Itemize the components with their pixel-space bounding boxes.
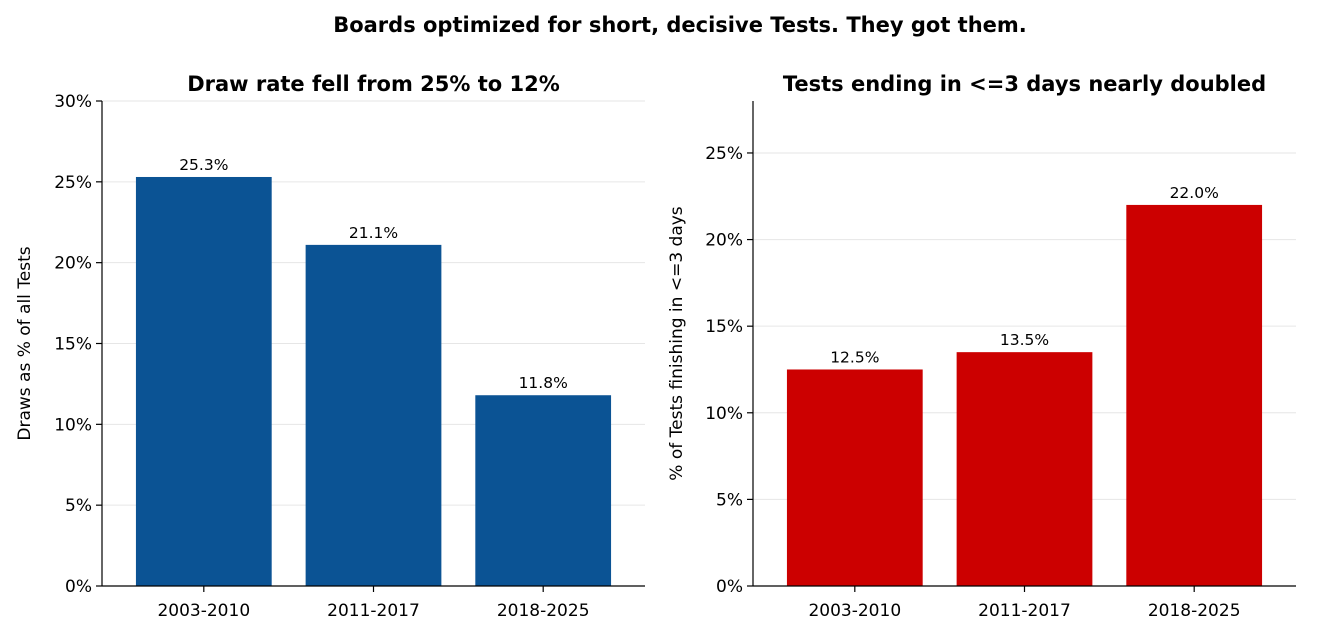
y-tick-label: 25% (54, 173, 92, 193)
x-tick-label: 2018-2025 (1148, 601, 1241, 621)
data-label: 22.0% (1170, 184, 1219, 202)
y-tick-label: 30% (54, 92, 92, 112)
y-tick-label: 5% (65, 496, 92, 516)
x-tick-label: 2003-2010 (808, 601, 901, 621)
y-tick-label: 15% (54, 335, 92, 355)
y-tick-label: 20% (705, 231, 743, 251)
data-label: 11.8% (519, 374, 568, 392)
bar-2011-2017 (956, 352, 1093, 586)
chart-title: Tests ending in <=3 days nearly doubled (783, 72, 1266, 96)
x-tick-label: 2011-2017 (978, 601, 1071, 621)
data-label: 25.3% (179, 156, 228, 174)
bar-2018-2025 (1126, 204, 1263, 586)
y-tick-label: 20% (54, 254, 92, 274)
y-tick-label: 25% (705, 144, 743, 164)
y-tick-label: 0% (65, 577, 92, 597)
data-label: 21.1% (349, 224, 398, 242)
y-tick-label: 15% (705, 317, 743, 337)
data-label: 13.5% (1000, 331, 1049, 349)
y-tick-label: 10% (54, 415, 92, 435)
y-axis-label: Draws as % of all Tests (15, 246, 35, 440)
y-tick-label: 0% (716, 577, 743, 597)
y-axis-label: % of Tests finishing in <=3 days (667, 206, 687, 480)
x-tick-label: 2011-2017 (327, 601, 420, 621)
x-tick-label: 2003-2010 (157, 601, 250, 621)
chart-title: Draw rate fell from 25% to 12% (187, 72, 560, 96)
bar-2003-2010 (786, 369, 923, 586)
y-tick-label: 10% (705, 404, 743, 424)
data-label: 12.5% (830, 348, 879, 366)
bar-2018-2025 (475, 395, 612, 586)
y-tick-label: 5% (716, 490, 743, 510)
chart-panel-draw-rate: 25.3% 21.1% 11.8% 0% 5% 10% 15% 20% 25% 30% 2003-2… (15, 72, 645, 621)
x-tick-label: 2018-2025 (497, 601, 590, 621)
chart-panel-short-tests: 12.5% 13.5% 22.0% 0% 5% 10% 15% 20% 25% 2003-2010… (667, 72, 1296, 621)
bar-2011-2017 (305, 244, 442, 586)
figure-suptitle: Boards optimized for short, decisive Tes… (333, 13, 1027, 37)
bar-2003-2010 (135, 176, 272, 586)
